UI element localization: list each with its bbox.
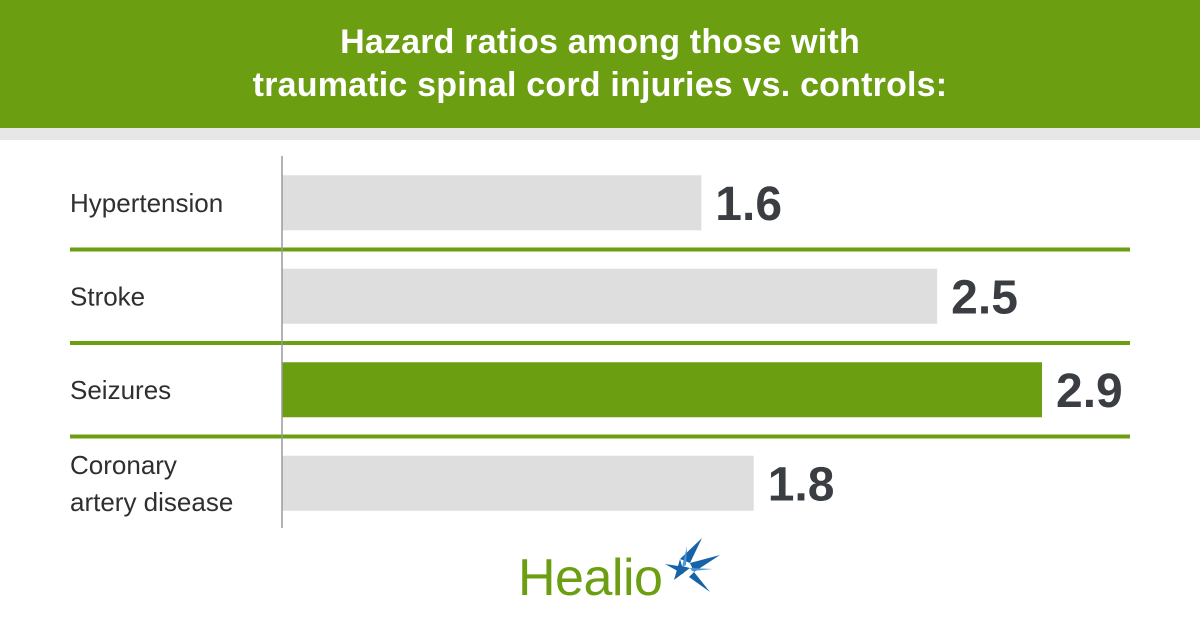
value-label-1: 2.5: [951, 271, 1018, 324]
bar-2: [282, 362, 1042, 418]
header-shadow: [0, 128, 1200, 140]
header-banner: Hazard ratios among those with traumatic…: [0, 0, 1200, 128]
healio-logo: Healio: [512, 536, 722, 608]
logo-wordmark: Healio: [518, 549, 663, 607]
category-label-1-0: Stroke: [70, 281, 145, 311]
row-divider-0: [70, 247, 1130, 252]
chart-title-line-2: traumatic spinal cord injuries vs. contr…: [252, 66, 948, 104]
star-burst-icon: [665, 538, 720, 592]
category-label-3-0: Coronary: [70, 450, 177, 480]
category-label-0-0: Hypertension: [70, 188, 223, 218]
category-label-2-0: Seizures: [70, 375, 171, 405]
row-divider-2: [70, 434, 1130, 439]
value-label-3: 1.8: [768, 458, 835, 511]
value-label-2: 2.9: [1056, 365, 1123, 418]
value-label-0: 1.6: [715, 178, 782, 231]
bar-3: [282, 455, 754, 511]
category-label-3-1: artery disease: [70, 487, 233, 517]
row-divider-1: [70, 341, 1130, 345]
bar-0: [282, 175, 702, 231]
bar-1: [282, 268, 938, 324]
chart-title-line-1: Hazard ratios among those with: [340, 23, 860, 61]
